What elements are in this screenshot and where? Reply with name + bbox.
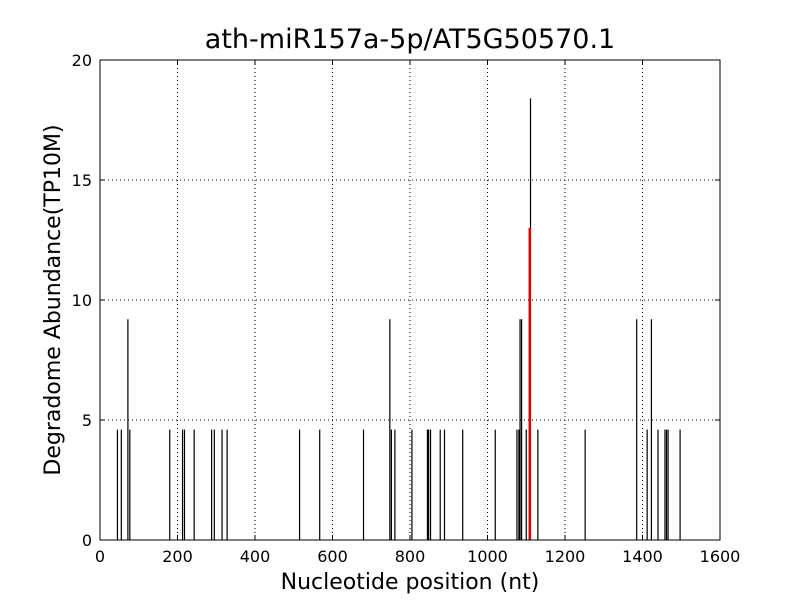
- y-tick-label: 15: [72, 171, 92, 190]
- y-tick-label: 5: [82, 411, 92, 430]
- x-tick-label: 800: [395, 547, 426, 566]
- y-tick-label: 20: [72, 51, 92, 70]
- x-tick-label: 400: [240, 547, 271, 566]
- x-axis-label: Nucleotide position (nt): [281, 570, 540, 595]
- x-tick-label: 1400: [622, 547, 663, 566]
- grid-lines: [100, 60, 720, 540]
- y-axis-label: Degradome Abundance(TP10M): [41, 124, 66, 475]
- x-tick-label: 200: [162, 547, 193, 566]
- y-tick-label: 10: [72, 291, 92, 310]
- x-tick-label: 600: [317, 547, 348, 566]
- bar-series: [116, 98, 681, 540]
- axis-ticks: 0 200 400 600 800 1000 1200 1400 1600 0 5 10 15 20: [72, 51, 741, 566]
- x-tick-label: 1200: [545, 547, 586, 566]
- x-tick-label: 1000: [467, 547, 508, 566]
- x-tick-label: 0: [95, 547, 105, 566]
- chart-title: ath-miR157a-5p/AT5G50570.1: [204, 24, 616, 55]
- y-tick-label: 0: [82, 531, 92, 550]
- x-tick-label: 1600: [700, 547, 741, 566]
